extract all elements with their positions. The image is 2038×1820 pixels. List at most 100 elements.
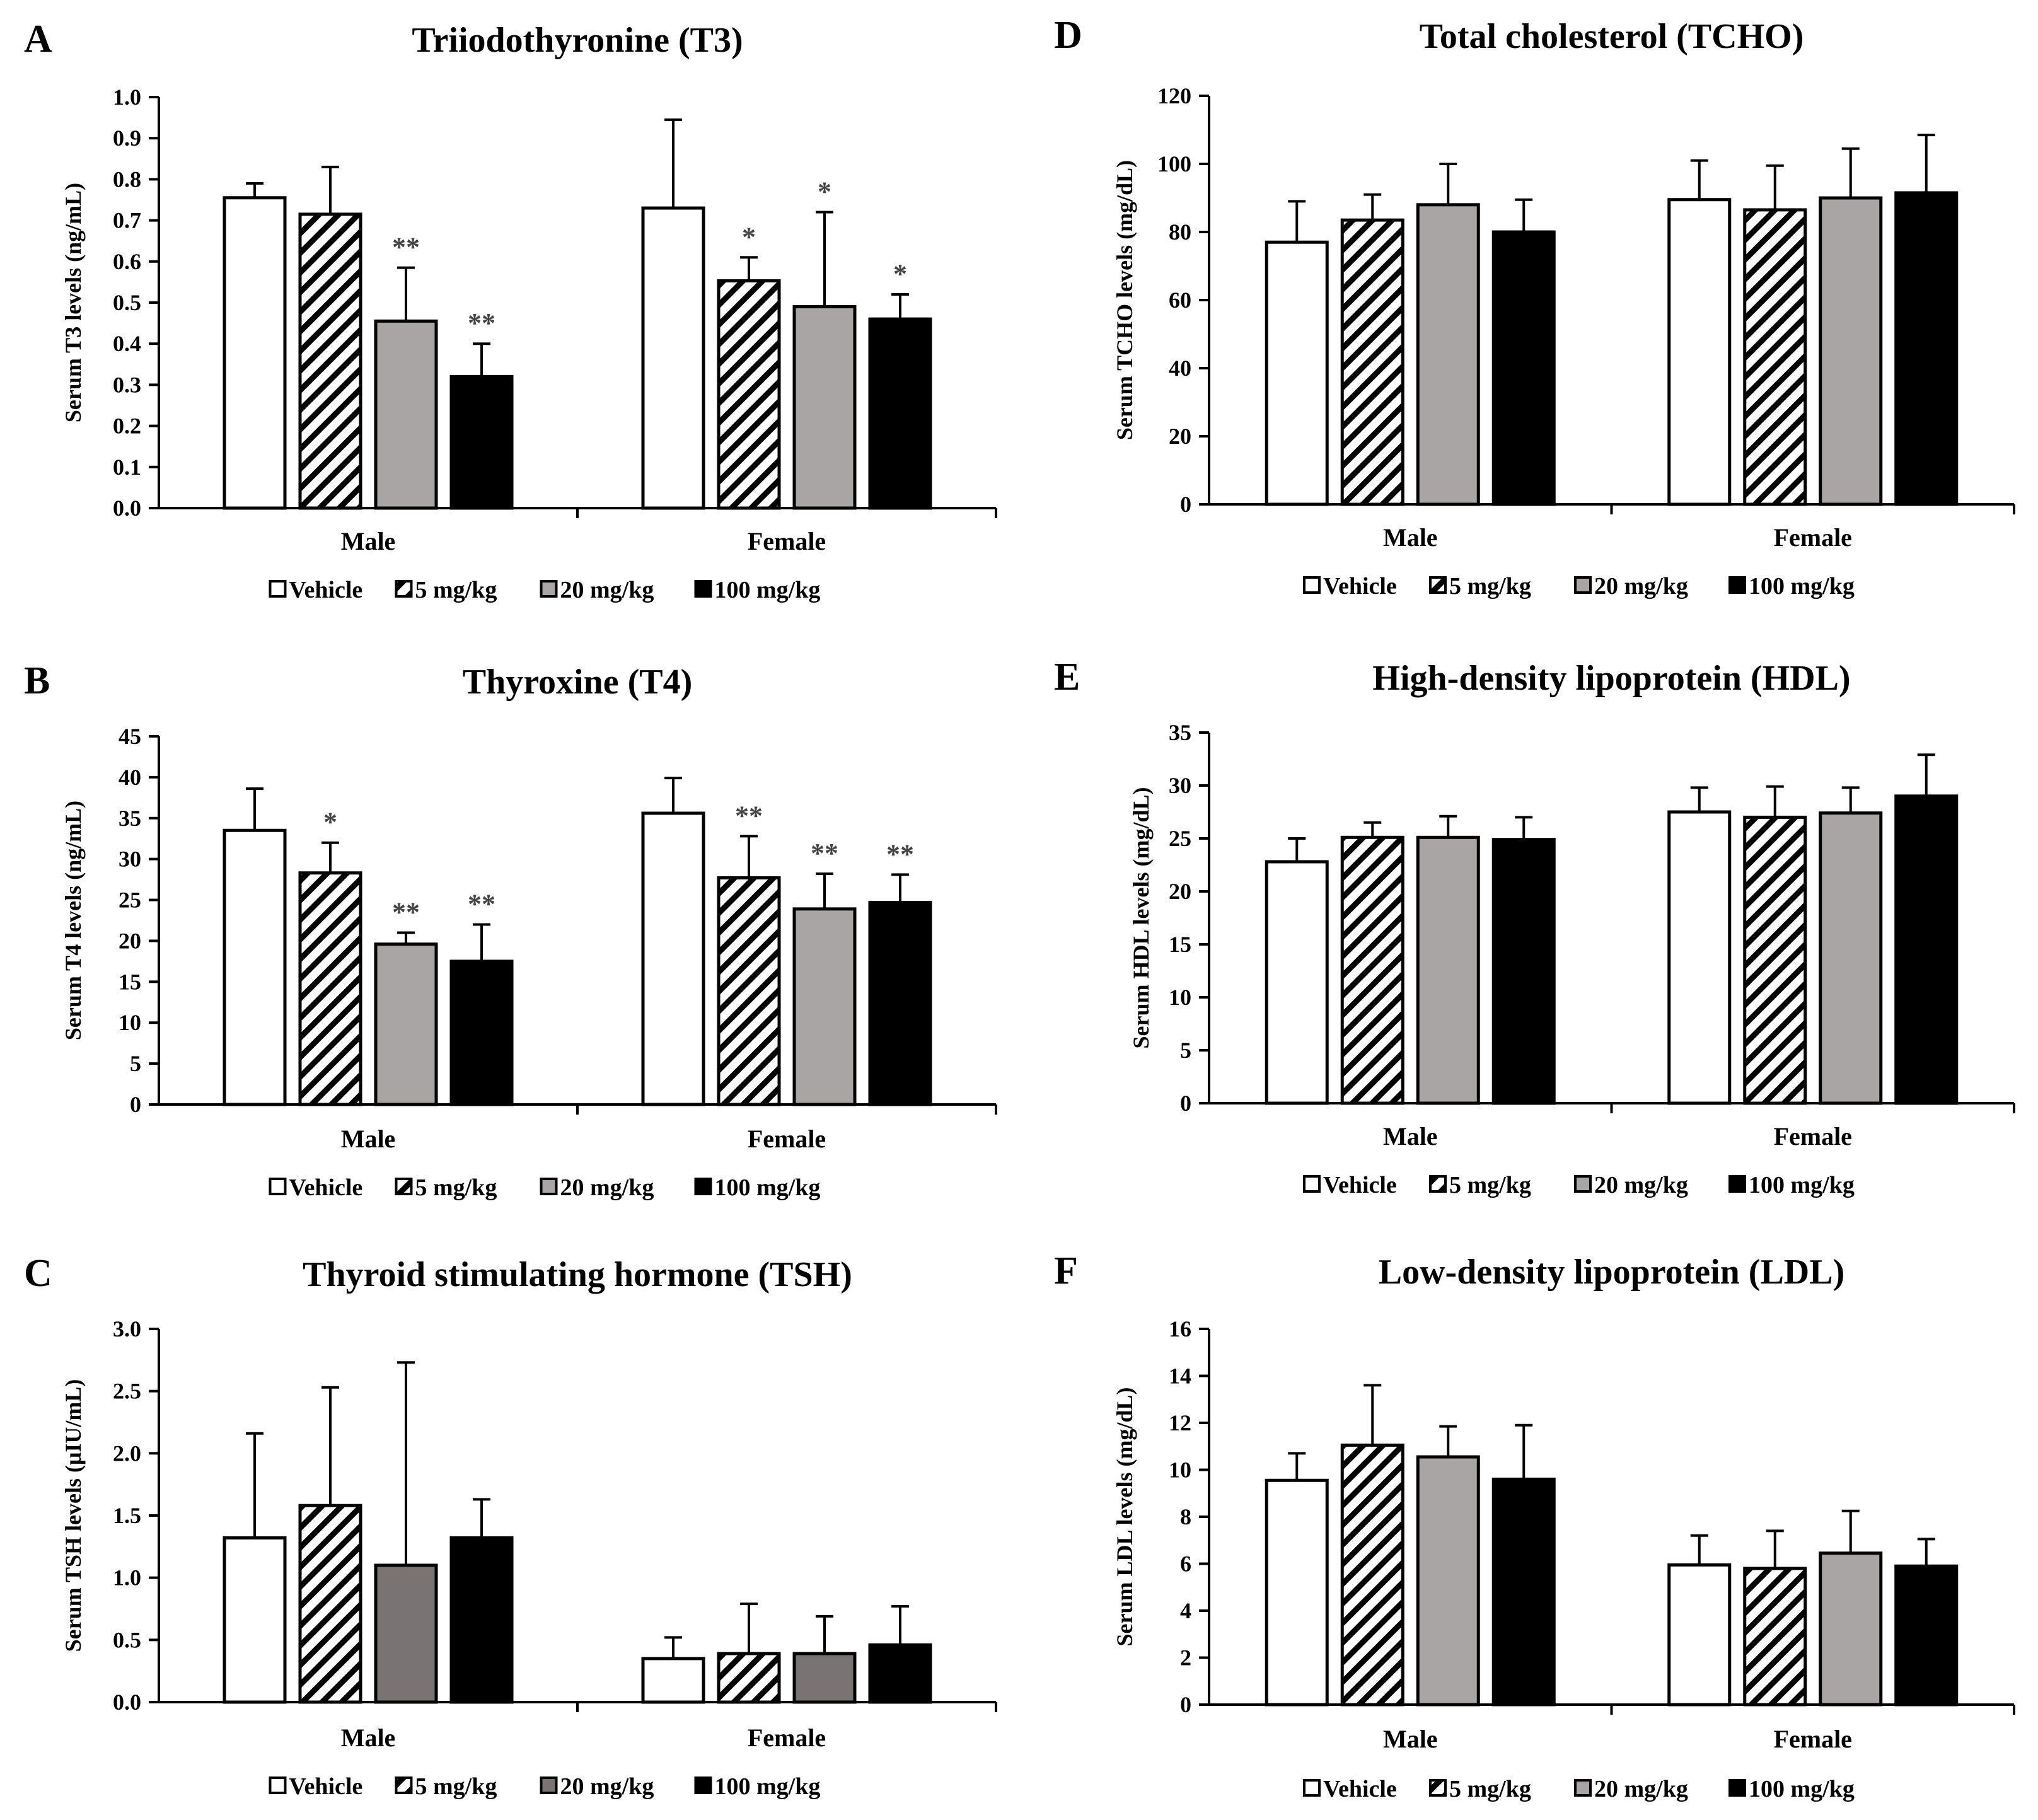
- category-label: Female: [1774, 1725, 1852, 1753]
- significance-label: **: [392, 232, 420, 263]
- y-tick-label: 15: [1169, 932, 1191, 957]
- bar: [1894, 191, 1959, 506]
- legend-swatch: [269, 1178, 287, 1195]
- legend-label: 5 mg/kg: [415, 577, 497, 603]
- y-tick-label: 100: [1157, 151, 1191, 177]
- chart-title: Thyroxine (T4): [463, 663, 693, 702]
- y-tick-label: 0.5: [113, 1627, 141, 1652]
- bar: [449, 1536, 514, 1704]
- y-tick-label: 1.0: [113, 84, 141, 110]
- legend-label: 100 mg/kg: [1749, 1172, 1855, 1198]
- chart-panel-f: F Low-density lipoprotein (LDL) Serum LDL …: [1054, 1249, 2015, 1802]
- legend-swatch: [395, 1777, 413, 1794]
- chart-title: Low-density lipoprotein (LDL): [1379, 1253, 1844, 1292]
- legend-label: 20 mg/kg: [1594, 1172, 1688, 1198]
- chart-title: Triiodothyronine (T3): [412, 21, 743, 60]
- bar: [1667, 198, 1732, 506]
- y-axis-label: Serum T3 levels (ng/mL): [61, 183, 86, 422]
- y-axis-label: Serum TCHO levels (mg/dL): [1112, 160, 1137, 440]
- bar: [374, 1563, 438, 1704]
- significance-label: *: [742, 221, 756, 252]
- legend-swatch: [1429, 576, 1447, 594]
- legend-swatch: [395, 580, 413, 598]
- y-tick-label: 30: [1169, 773, 1191, 798]
- y-tick-label: 30: [119, 847, 141, 872]
- y-tick-label: 5: [1180, 1038, 1191, 1063]
- significance-label: **: [735, 800, 763, 831]
- bar: [1491, 1477, 1556, 1707]
- chart-panel-b: B Thyroxine (T4) Serum T4 levels (ng/mL) 0 5…: [24, 659, 997, 1201]
- bar: [717, 876, 781, 1106]
- y-tick-label: 20: [119, 928, 141, 953]
- chart-panel-e: E High-density lipoprotein (HDL) Serum HDL…: [1054, 656, 2015, 1198]
- y-tick-label: 0.4: [113, 331, 141, 356]
- y-axis-label: Serum T4 levels (ng/mL): [61, 801, 86, 1040]
- y-tick-label: 10: [1169, 985, 1191, 1010]
- legend-swatch: [1574, 576, 1592, 594]
- legend-swatch: [1303, 1175, 1321, 1193]
- y-tick-label: 0.8: [113, 166, 141, 192]
- bar: [298, 871, 362, 1106]
- y-tick-label: 60: [1169, 287, 1191, 313]
- legend: Vehicle 5 mg/kg 20 mg/kg 100 mg/kg: [269, 1174, 821, 1201]
- bar: [1340, 835, 1404, 1105]
- y-tick-label: 4: [1180, 1598, 1191, 1623]
- legend-label: 100 mg/kg: [1749, 573, 1855, 600]
- panel-letter: E: [1054, 656, 1080, 698]
- bar: [1743, 208, 1807, 506]
- y-tick-label: 0.1: [113, 455, 141, 480]
- category-label: Female: [1774, 1122, 1852, 1151]
- panel-letter: A: [24, 18, 52, 61]
- y-tick-label: 0.3: [113, 372, 141, 397]
- category-label: Female: [748, 1724, 826, 1752]
- legend-swatch: [1574, 1779, 1592, 1797]
- y-tick-label: 40: [1169, 356, 1191, 381]
- legend-label: Vehicle: [289, 577, 363, 603]
- bar: [1667, 1563, 1732, 1707]
- y-tick-label: 1.5: [113, 1503, 141, 1528]
- legend-label: 5 mg/kg: [415, 1773, 497, 1800]
- legend-swatch: [1303, 1779, 1321, 1797]
- y-axis-label: Serum HDL levels (mg/dL): [1128, 787, 1154, 1049]
- legend-swatch: [1429, 1175, 1447, 1193]
- legend-label: 100 mg/kg: [715, 1773, 821, 1800]
- bar: [1416, 835, 1480, 1105]
- significance-label: *: [818, 177, 831, 207]
- legend-swatch: [395, 1178, 413, 1195]
- category-label: Female: [748, 527, 826, 555]
- bar: [641, 811, 705, 1106]
- y-tick-label: 40: [119, 765, 141, 790]
- y-tick-label: 0: [1180, 1091, 1191, 1116]
- y-tick-label: 5: [130, 1051, 141, 1076]
- legend-swatch: [540, 1178, 558, 1195]
- y-tick-label: 0.7: [113, 208, 141, 233]
- legend-label: 20 mg/kg: [1594, 573, 1688, 600]
- bar: [1667, 810, 1732, 1105]
- legend-label: 5 mg/kg: [1449, 573, 1531, 600]
- legend: Vehicle 5 mg/kg 20 mg/kg 100 mg/kg: [1303, 573, 1855, 600]
- y-tick-label: 15: [119, 969, 141, 994]
- bar: [1340, 1443, 1404, 1707]
- bar: [641, 1657, 705, 1704]
- bar: [1743, 1567, 1807, 1707]
- bar: [717, 1652, 781, 1704]
- legend-swatch: [1574, 1175, 1592, 1193]
- legend: Vehicle 5 mg/kg 20 mg/kg 100 mg/kg: [1303, 1172, 1855, 1198]
- y-tick-label: 8: [1180, 1504, 1191, 1529]
- legend-label: Vehicle: [1323, 1776, 1397, 1802]
- y-tick-label: 16: [1169, 1316, 1191, 1342]
- category-label: Male: [1383, 1725, 1438, 1753]
- category-label: Male: [341, 1724, 396, 1752]
- legend-label: 20 mg/kg: [1594, 1776, 1688, 1802]
- chart-panel-d: D Total cholesterol (TCHO) Serum TCHO leve…: [1054, 14, 2015, 600]
- bar: [1819, 1551, 1883, 1707]
- legend-swatch: [694, 1777, 712, 1794]
- y-axis-label: Serum TSH levels (μIU/mL): [61, 1379, 86, 1652]
- legend-label: 100 mg/kg: [715, 1174, 821, 1201]
- legend: Vehicle 5 mg/kg 20 mg/kg 100 mg/kg: [1303, 1776, 1855, 1802]
- significance-label: *: [893, 258, 907, 289]
- bar: [868, 1643, 932, 1704]
- bar: [1894, 794, 1959, 1105]
- y-tick-label: 2: [1180, 1645, 1191, 1671]
